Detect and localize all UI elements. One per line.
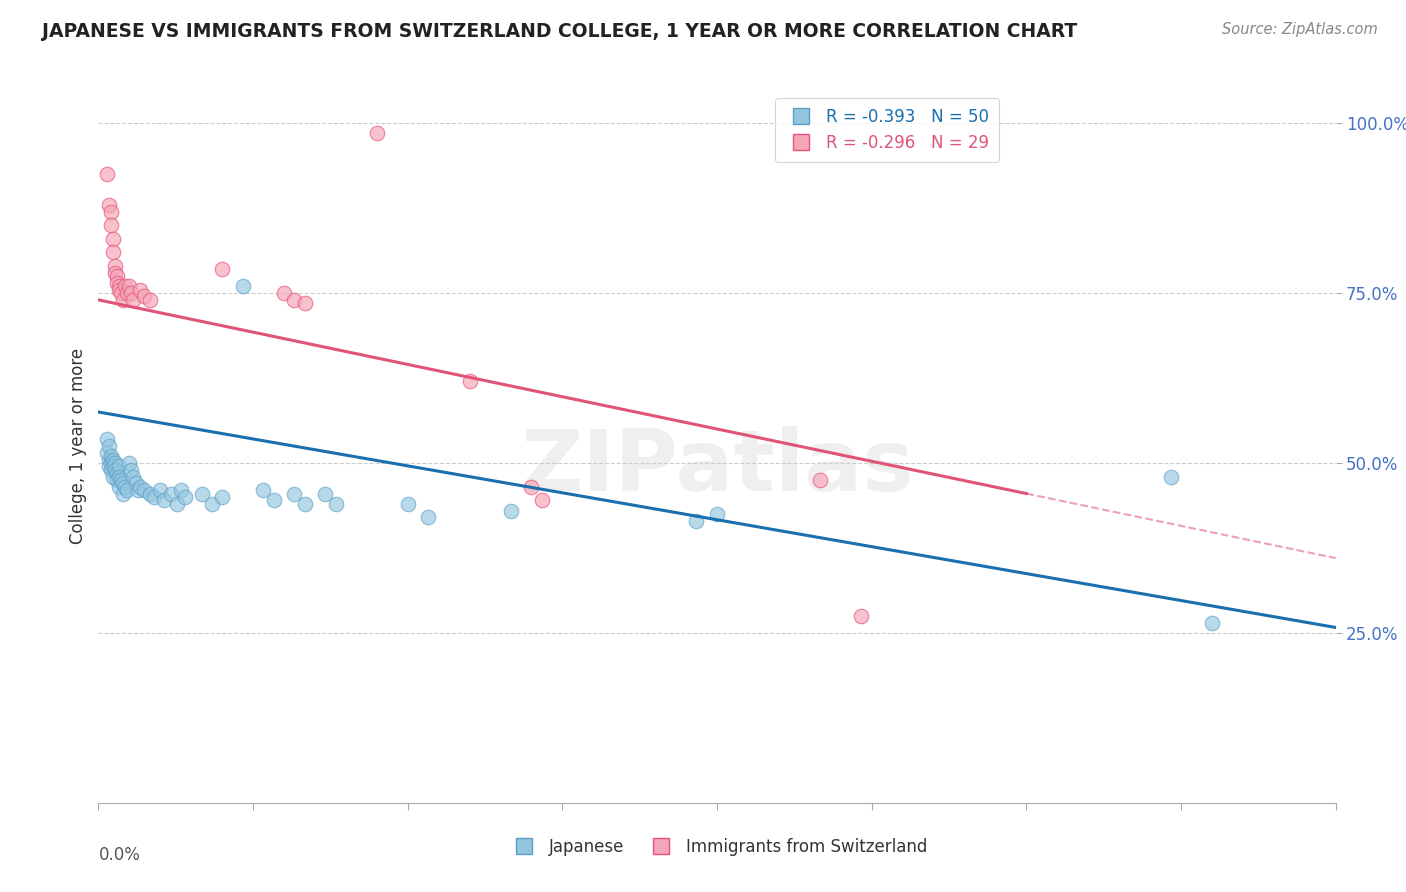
Point [139,293,162,307]
Point [166,497,188,511]
Point [127,483,149,498]
Point [104,456,127,470]
Point [101,232,124,246]
Point [120,463,142,477]
Point [139,486,162,500]
Point [105,473,128,487]
Point [96,167,118,181]
Point [132,289,155,303]
Text: ZIPatlas: ZIPatlas [520,425,914,509]
Point [396,497,419,511]
Point [706,507,728,521]
Point [97,452,120,467]
Point [851,608,873,623]
Point [100,463,122,477]
Point [685,514,707,528]
Point [530,493,553,508]
Point [97,439,120,453]
Point [105,276,128,290]
Point [124,476,146,491]
Point [101,459,124,474]
Point [122,293,145,307]
Point [105,466,128,480]
Point [128,480,150,494]
Legend: Japanese, Immigrants from Switzerland: Japanese, Immigrants from Switzerland [501,831,934,863]
Point [170,483,193,498]
Point [104,463,127,477]
Point [211,490,233,504]
Point [117,483,139,498]
Point [117,286,139,301]
Point [294,296,316,310]
Point [101,452,124,467]
Text: Source: ZipAtlas.com: Source: ZipAtlas.com [1222,22,1378,37]
Point [122,469,145,483]
Point [283,486,305,500]
Point [211,262,233,277]
Point [314,486,336,500]
Point [108,279,131,293]
Point [112,476,135,491]
Point [283,293,305,307]
Point [1160,469,1182,483]
Point [143,490,166,504]
Point [108,459,131,474]
Point [97,198,120,212]
Point [273,286,295,301]
Point [520,480,543,494]
Point [118,456,141,470]
Point [101,245,124,260]
Point [366,127,388,141]
Point [263,493,285,508]
Point [114,279,136,293]
Point [153,493,176,508]
Point [104,266,127,280]
Point [105,269,128,284]
Point [96,446,118,460]
Point [252,483,274,498]
Point [108,469,131,483]
Point [499,503,522,517]
Point [190,486,212,500]
Point [808,473,831,487]
Point [159,486,181,500]
Point [100,218,122,232]
Point [418,510,440,524]
Point [100,204,122,219]
Text: 0.0%: 0.0% [98,846,141,863]
Point [118,279,141,293]
Point [97,459,120,474]
Point [112,486,135,500]
Point [120,286,142,301]
Point [101,469,124,483]
Point [458,375,481,389]
Point [1201,615,1223,630]
Point [128,283,150,297]
Point [325,497,347,511]
Point [294,497,316,511]
Point [100,456,122,470]
Point [110,473,132,487]
Point [132,483,155,498]
Point [104,259,127,273]
Point [96,432,118,446]
Point [149,483,172,498]
Point [108,480,131,494]
Point [110,286,132,301]
Text: JAPANESE VS IMMIGRANTS FROM SWITZERLAND COLLEGE, 1 YEAR OR MORE CORRELATION CHAR: JAPANESE VS IMMIGRANTS FROM SWITZERLAND … [42,22,1077,41]
Point [108,283,131,297]
Point [112,293,135,307]
Point [100,449,122,463]
Point [174,490,197,504]
Point [201,497,224,511]
Point [232,279,254,293]
Point [114,480,136,494]
Y-axis label: College, 1 year or more: College, 1 year or more [69,348,87,544]
